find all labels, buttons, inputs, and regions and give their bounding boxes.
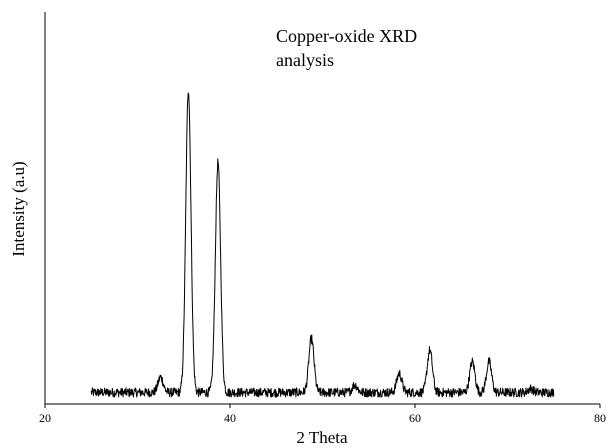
peak-marks <box>159 88 532 391</box>
x-tick-label: 60 <box>409 411 421 425</box>
chart-title-line-2: analysis <box>276 50 334 70</box>
peak-point <box>187 88 190 91</box>
x-tick-label: 40 <box>224 411 236 425</box>
x-ticks: 20 40 60 80 <box>39 404 606 425</box>
axes: 20 40 60 80 <box>39 12 606 425</box>
y-axis-title: Intensity (a.u) <box>9 161 28 256</box>
chart-title-line-1: Copper-oxide XRD <box>276 26 417 46</box>
x-tick-label: 20 <box>39 411 51 425</box>
x-axis-title: 2 Theta <box>296 428 348 447</box>
x-tick-label: 80 <box>594 411 606 425</box>
xrd-pattern-line <box>90 92 555 398</box>
